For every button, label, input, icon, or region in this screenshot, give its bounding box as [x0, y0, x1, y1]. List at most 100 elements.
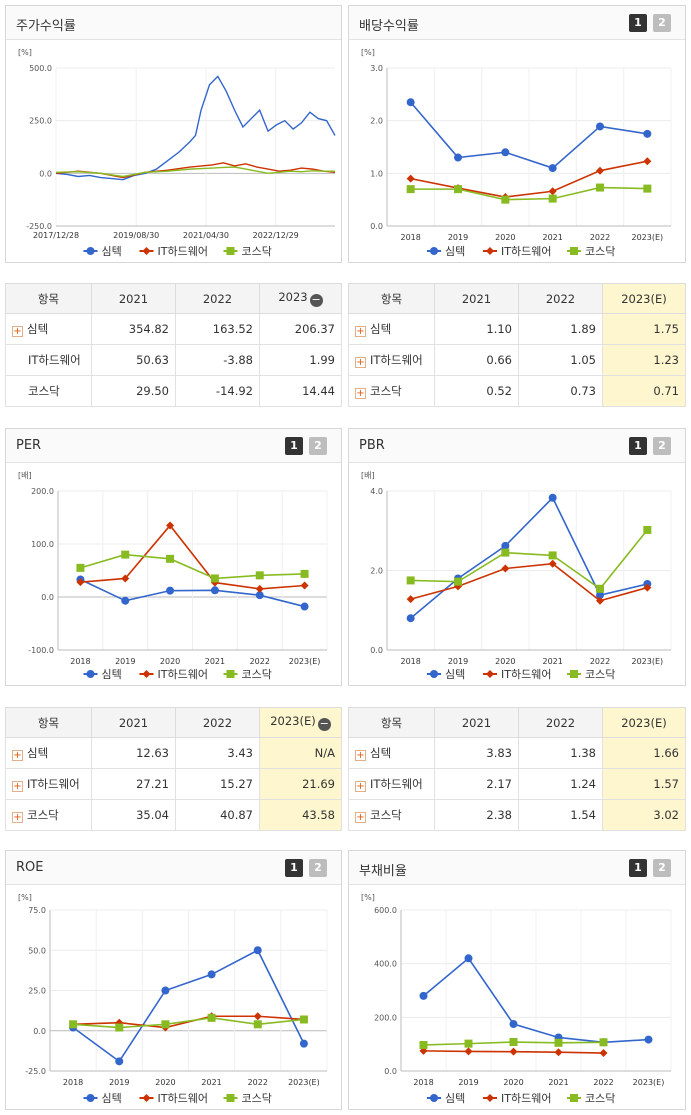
legend-marker: [142, 670, 151, 678]
cell-value: 27.21: [136, 777, 169, 791]
data-point: [644, 1035, 653, 1044]
data-point: [548, 559, 557, 568]
y-tick-label: 400.0: [374, 960, 397, 969]
table-cell: -14.92: [175, 375, 260, 407]
row-label: + 심텍: [5, 737, 92, 769]
row-label-text: IT하드웨어: [370, 777, 423, 791]
chart-dividend-yield: [%] 3.0 2.0 1.0 0.0 2018 2019 2020 2021 2022 2023(…: [361, 48, 672, 258]
row-label: + 심텍: [348, 313, 435, 345]
cell-value: 0.66: [486, 353, 512, 367]
page-2-button[interactable]: 2: [653, 859, 671, 877]
y-tick-label: 0.0: [33, 1027, 46, 1036]
x-tick-label: 2018: [70, 657, 90, 666]
cell-value: 206.37: [294, 322, 335, 336]
series-line: [422, 957, 649, 1044]
data-point: [599, 1038, 608, 1047]
row-label-text: IT하드웨어: [27, 777, 80, 791]
column-header-label: 2022: [545, 715, 576, 730]
expand-icon[interactable]: +: [355, 357, 366, 368]
table-header-row: 항목 2021 2022 2023(E) −: [5, 707, 342, 738]
x-tick-label: 2019: [115, 657, 135, 666]
data-point: [501, 564, 510, 573]
data-point: [76, 578, 85, 587]
series-line: [80, 524, 305, 590]
page-2-button[interactable]: 2: [309, 859, 327, 877]
row-label: + IT하드웨어: [348, 344, 435, 376]
data-point: [501, 541, 510, 550]
legend-label: IT하드웨어: [501, 1091, 551, 1105]
row-label-text: 심텍: [27, 322, 49, 336]
legend-label: 심텍: [102, 1092, 122, 1105]
table-cell: 43.58: [259, 799, 342, 831]
table-cell: 1.10: [434, 313, 519, 345]
y-tick-label: 250.0: [29, 117, 52, 126]
legend-label: 코스닥: [242, 668, 272, 681]
data-point: [76, 563, 85, 572]
expand-icon[interactable]: +: [355, 781, 366, 792]
data-point: [406, 595, 415, 604]
x-tick-label: 2023(E): [633, 1078, 665, 1087]
data-point: [509, 1047, 518, 1056]
table-cell: 3.43: [175, 737, 260, 769]
panel-header: 주가수익률: [6, 6, 341, 40]
collapse-icon[interactable]: −: [309, 293, 323, 307]
column-header-label: 2023: [278, 290, 308, 304]
table-cell: 50.63: [91, 344, 176, 376]
legend-label: IT하드웨어: [501, 667, 551, 681]
y-tick-label: 200.0: [374, 1013, 397, 1022]
expand-icon[interactable]: +: [12, 781, 23, 792]
data-point: [166, 554, 175, 563]
table-cell: 1.66: [602, 737, 686, 769]
expand-icon[interactable]: +: [355, 326, 366, 337]
legend-label: 심텍: [102, 668, 122, 681]
panel-title: ROE: [16, 860, 44, 875]
y-tick-label: 0.0: [370, 646, 383, 655]
cell-value: 2.17: [486, 777, 512, 791]
page-2-button[interactable]: 2: [653, 14, 671, 32]
data-point: [596, 591, 604, 600]
data-point: [554, 1048, 563, 1057]
y-tick-label: 600.0: [374, 906, 397, 915]
data-point: [255, 591, 264, 600]
page-1-button[interactable]: 1: [285, 437, 303, 455]
legend-marker: [486, 247, 494, 255]
expand-icon[interactable]: +: [355, 812, 366, 823]
table-cell: 206.37: [259, 313, 342, 345]
legend-marker: [226, 247, 235, 255]
y-tick-label: 1.0: [370, 169, 383, 178]
cell-value: 1.24: [570, 777, 596, 791]
page-1-button[interactable]: 1: [629, 859, 647, 877]
page-1-button[interactable]: 1: [285, 859, 303, 877]
data-point: [419, 991, 428, 1000]
data-point: [406, 185, 415, 194]
table-cell: 12.63: [91, 737, 176, 769]
expand-icon[interactable]: +: [12, 326, 23, 337]
expand-icon[interactable]: +: [355, 388, 366, 399]
cell-value: 354.82: [128, 322, 169, 336]
cell-value: 43.58: [302, 808, 335, 822]
row-label-text: 코스닥: [370, 384, 402, 398]
y-tick-label: 2.0: [370, 117, 383, 126]
y-tick-label: -25.0: [25, 1067, 46, 1076]
panel-title: 부채비율: [359, 864, 407, 879]
page-2-button[interactable]: 2: [309, 437, 327, 455]
expand-icon[interactable]: +: [355, 750, 366, 761]
column-header-label: 2023(E): [270, 714, 316, 728]
column-header-label: 2023(E): [621, 715, 667, 730]
table-row: + IT하드웨어 2.17 1.24 1.57: [348, 768, 686, 800]
expand-icon[interactable]: +: [12, 750, 23, 761]
collapse-icon[interactable]: −: [317, 717, 331, 731]
column-header: 2022: [175, 707, 260, 738]
cell-value: 1.05: [570, 353, 596, 367]
expand-icon[interactable]: +: [12, 812, 23, 823]
data-point: [210, 574, 219, 583]
cell-value: -3.88: [223, 353, 253, 367]
page-1-button[interactable]: 1: [629, 437, 647, 455]
page-2-button[interactable]: 2: [653, 437, 671, 455]
table-cell: 40.87: [175, 799, 260, 831]
data-point: [548, 187, 557, 196]
page-1-button[interactable]: 1: [629, 14, 647, 32]
